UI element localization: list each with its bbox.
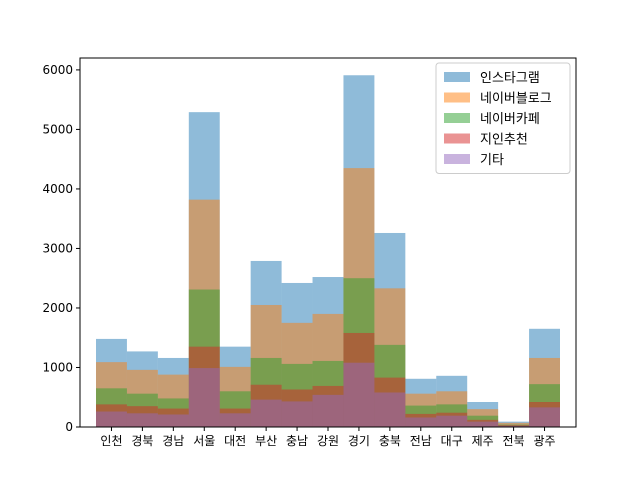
y-tick-label: 2000 — [42, 301, 73, 315]
bar-series-4-3 — [188, 368, 220, 427]
bar-series-4-2 — [157, 414, 189, 427]
x-tick-label: 대전 — [224, 434, 246, 448]
legend-swatch-1 — [444, 92, 470, 103]
bar-series-4-6 — [281, 401, 313, 427]
bar-series-4-7 — [312, 394, 344, 427]
y-tick-label: 4000 — [42, 182, 73, 196]
legend-swatch-2 — [444, 113, 470, 123]
y-tick-label: 3000 — [42, 241, 73, 255]
y-tick-label: 1000 — [42, 360, 73, 374]
legend-label-2: 네이버카페 — [480, 112, 540, 127]
legend-box — [435, 62, 571, 174]
bar-series-4-11 — [436, 415, 468, 427]
x-tick-label: 서울 — [193, 434, 215, 448]
bar-series-4-14 — [529, 407, 560, 427]
series-4 — [96, 362, 560, 427]
y-tick-label: 0 — [65, 420, 73, 434]
x-tick-label: 충남 — [286, 434, 308, 448]
x-axis-ticks: 인천 경북 경남 서울 대전 부산 충남 강원 경기 충북 전남 대구 제주 전북 광주 — [100, 427, 556, 448]
legend-swatch-0 — [444, 72, 470, 82]
x-tick-label: 경기 — [348, 434, 370, 448]
legend-swatch-4 — [444, 154, 470, 164]
bar-series-4-12 — [467, 421, 499, 427]
bar-series-4-5 — [250, 399, 282, 427]
x-tick-label: 경북 — [131, 434, 153, 448]
legend-label-4: 기타 — [480, 153, 504, 168]
x-tick-label: 강원 — [317, 434, 339, 448]
bar-series-4-10 — [405, 417, 437, 427]
x-tick-label: 부산 — [255, 434, 277, 448]
x-tick-label: 경남 — [162, 434, 184, 448]
bar-series-4-0 — [96, 411, 127, 427]
x-tick-label: 전남 — [410, 434, 432, 448]
legend-label-0: 인스타그램 — [480, 71, 540, 86]
x-tick-label: 전북 — [503, 434, 525, 448]
bars-layer — [96, 75, 560, 428]
legend-label-3: 지인추천 — [480, 133, 528, 148]
bar-series-4-4 — [219, 413, 251, 427]
bar-series-4-1 — [126, 413, 158, 427]
x-tick-label: 대구 — [441, 434, 463, 448]
y-tick-label: 6000 — [42, 63, 73, 77]
x-tick-label: 제주 — [472, 434, 494, 448]
legend-swatch-3 — [444, 133, 470, 144]
x-tick-label: 충북 — [379, 434, 401, 448]
y-axis-ticks: 0 1000 2000 3000 4000 5000 6000 — [42, 63, 80, 434]
bar-series-4-13 — [498, 425, 530, 427]
bar-series-4-9 — [374, 392, 406, 427]
x-tick-label: 인천 — [100, 433, 122, 448]
legend-label-1: 네이버블로그 — [480, 92, 552, 107]
x-tick-label: 광주 — [533, 434, 555, 448]
bar-series-4-8 — [343, 362, 375, 427]
y-tick-label: 5000 — [42, 122, 73, 136]
